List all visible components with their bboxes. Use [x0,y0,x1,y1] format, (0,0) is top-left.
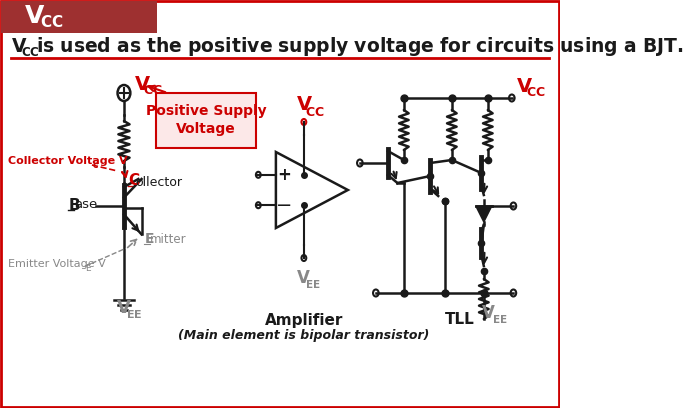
Text: $\bf{V}$: $\bf{V}$ [24,4,46,28]
Text: $\bf{CC}$: $\bf{CC}$ [526,86,546,100]
Text: $\bf{V}$: $\bf{V}$ [296,269,311,287]
Text: mitter: mitter [150,233,187,246]
Text: $\bf{V}$: $\bf{V}$ [296,95,313,115]
Text: $\bf{B}$: $\bf{B}$ [68,197,80,213]
Text: $\bf{CC}$: $\bf{CC}$ [21,46,39,58]
Text: (Main element is bipolar transistor): (Main element is bipolar transistor) [178,328,430,341]
Text: TLL: TLL [445,313,475,328]
Text: $\bf{V}$: $\bf{V}$ [116,299,132,317]
Text: Positive Supply: Positive Supply [146,104,266,118]
Text: E: E [85,264,90,273]
Text: $\bf{EE}$: $\bf{EE}$ [492,313,508,325]
Text: −: − [276,195,292,215]
Text: $\bf{CC}$: $\bf{CC}$ [143,84,162,97]
Text: +: + [277,166,290,184]
Text: $\bf{V}$: $\bf{V}$ [482,304,496,322]
Text: $\bf{\ is\ used\ as\ the\ positive\ supply\ voltage\ for\ circuits\ using\ a\ BJ: $\bf{\ is\ used\ as\ the\ positive\ supp… [30,35,684,58]
Text: $\bf{V}$: $\bf{V}$ [516,77,533,95]
Text: $\bf{EE}$: $\bf{EE}$ [127,308,143,320]
Text: $\bf{CC}$: $\bf{CC}$ [305,106,325,118]
Text: $\bf{E}$: $\bf{E}$ [144,233,155,246]
Text: $\bf{CC}$: $\bf{CC}$ [40,14,64,30]
Polygon shape [476,206,492,222]
Text: $\bf{V}$: $\bf{V}$ [11,36,27,55]
Text: ase: ase [74,199,97,211]
Text: Amplifier: Amplifier [265,313,343,328]
Text: $\bf{V}$: $\bf{V}$ [134,75,150,93]
FancyBboxPatch shape [156,93,256,148]
Text: Collector Voltage V: Collector Voltage V [8,156,127,166]
Text: Voltage: Voltage [176,122,236,137]
Text: $\bf{EE}$: $\bf{EE}$ [305,278,321,290]
Text: c: c [93,160,98,169]
Bar [1,1,157,33]
Text: ollector: ollector [135,175,182,188]
Text: $\bf{C}$: $\bf{C}$ [128,172,140,188]
Text: Emitter Voltage V: Emitter Voltage V [8,259,106,269]
